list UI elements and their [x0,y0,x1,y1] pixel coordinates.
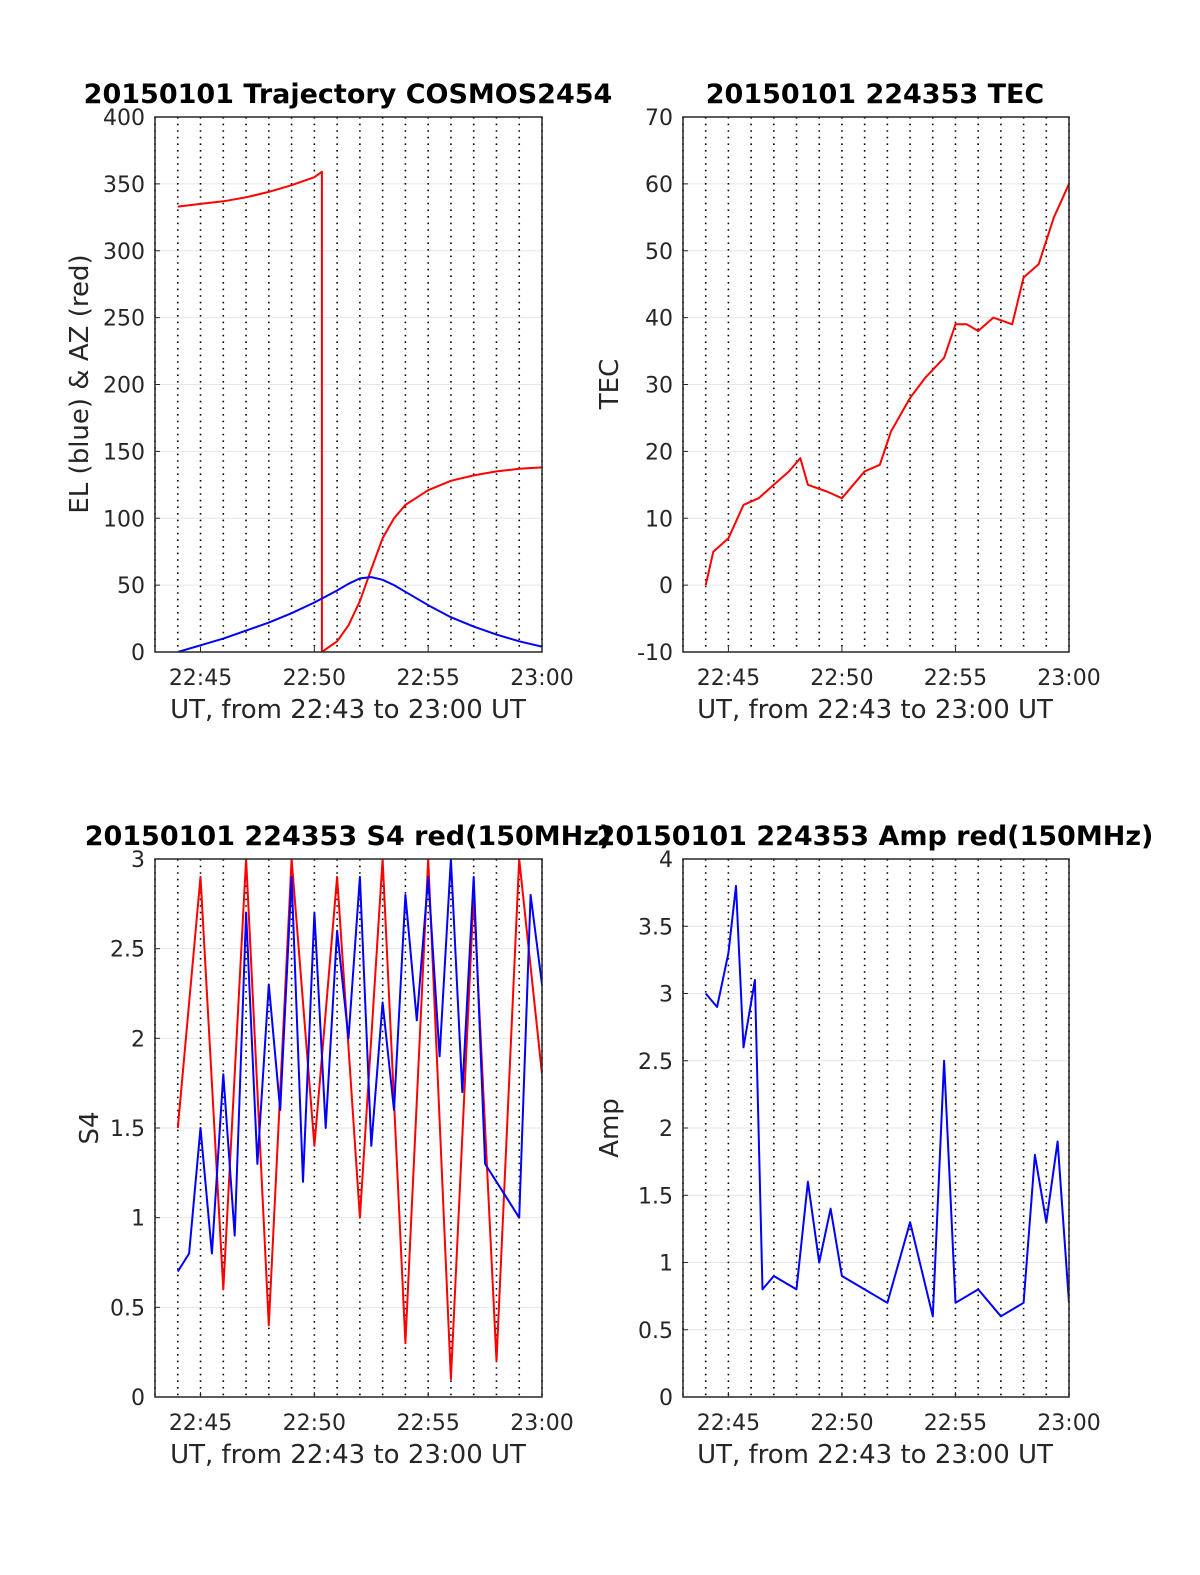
y-tick-label: 0 [659,574,673,599]
x-tick-label: 23:00 [510,1411,573,1436]
x-tick-label: 22:45 [169,1411,232,1436]
y-tick-label: 4 [659,848,673,873]
series-line [176,859,542,1273]
x-tick-label: 22:55 [396,666,459,691]
chart-title: 20150101 224353 TEC [706,79,1045,110]
x-axis-label: UT, from 22:43 to 23:00 UT [697,1440,1053,1470]
axes-box [682,858,1070,1398]
axes-box [154,858,543,1398]
y-tick-label: 1.5 [110,1117,145,1142]
y-tick-label: 1 [131,1207,145,1232]
y-tick-label: 0.5 [638,1319,673,1344]
chart-title: 20150101 224353 S4 red(150MHz) [85,821,612,852]
y-tick-label: 2 [659,1117,673,1142]
x-tick-label: 22:45 [697,1411,760,1436]
y-tick-label: 100 [103,507,145,532]
tec-chart: -10 0 10 20 30 40 50 60 70 22:45 22:50 22:55 23:00 [637,106,1101,691]
y-tick-label: 30 [645,374,673,399]
series-line [704,183,1069,586]
y-axis-label: EL (blue) & AZ (red) [65,254,95,513]
y-tick-label: 3 [659,983,673,1008]
y-tick-label: 50 [117,574,145,599]
x-tick-label: 22:45 [169,666,232,691]
x-tick-label: 22:55 [396,1411,459,1436]
chart-title: 20150101 224353 Amp red(150MHz) [597,821,1154,852]
y-tick-label: 40 [645,307,673,332]
axes-box [154,116,543,653]
y-tick-label: 200 [103,374,145,399]
y-tick-label: 20 [645,440,673,465]
trajectory-chart: 0 50 100 150 200 250 300 350 400 22:45 22:50 22:55 2… [103,106,574,691]
y-tick-label: 350 [103,173,145,198]
y-tick-label: 1 [659,1252,673,1277]
x-axis-label: UT, from 22:43 to 23:00 UT [170,1440,526,1470]
y-tick-label: 60 [645,173,673,198]
y-axis-label: TEC [595,359,625,410]
y-tick-label: 2.5 [638,1050,673,1075]
y-axis-label: Amp [595,1098,625,1158]
y-tick-label: -10 [637,641,673,666]
y-tick-label: 3.5 [638,915,673,940]
s4-chart: 0 0.5 1 1.5 2 2.5 3 22:45 22:50 22:55 23:00 [110,848,574,1436]
y-tick-label: 250 [103,307,145,332]
y-tick-label: 0 [131,1386,145,1411]
y-tick-label: 70 [645,106,673,131]
x-tick-label: 22:55 [924,666,987,691]
x-axis-label: UT, from 22:43 to 23:00 UT [697,695,1053,725]
x-tick-label: 22:50 [810,1411,873,1436]
y-tick-label: 400 [103,106,145,131]
x-tick-label: 23:00 [1037,1411,1100,1436]
y-tick-label: 0 [131,641,145,666]
series-line [177,576,542,652]
x-tick-label: 22:55 [924,1411,987,1436]
y-axis-label: S4 [75,1111,105,1144]
y-tick-label: 150 [103,440,145,465]
series-line [177,170,542,652]
y-tick-label: 2 [131,1027,145,1052]
y-tick-label: 10 [645,507,673,532]
x-axis-label: UT, from 22:43 to 23:00 UT [170,695,526,725]
y-tick-label: 0.5 [110,1296,145,1321]
y-tick-label: 1.5 [638,1184,673,1209]
x-tick-label: 23:00 [510,666,573,691]
axes-box [682,116,1070,653]
x-tick-label: 23:00 [1037,666,1100,691]
y-tick-label: 50 [645,240,673,265]
x-tick-label: 22:50 [810,666,873,691]
x-tick-label: 22:50 [283,1411,346,1436]
y-tick-label: 300 [103,240,145,265]
y-tick-label: 0 [659,1386,673,1411]
y-tick-label: 3 [131,848,145,873]
x-tick-label: 22:50 [283,666,346,691]
chart-title: 20150101 Trajectory COSMOS2454 [84,79,613,110]
x-tick-label: 22:45 [697,666,760,691]
y-tick-label: 2.5 [110,938,145,963]
amp-chart: 0 0.5 1 1.5 2 2.5 3 3.5 4 22:45 22:50 22:55 23:00 [638,848,1101,1436]
series-line [704,884,1069,1318]
